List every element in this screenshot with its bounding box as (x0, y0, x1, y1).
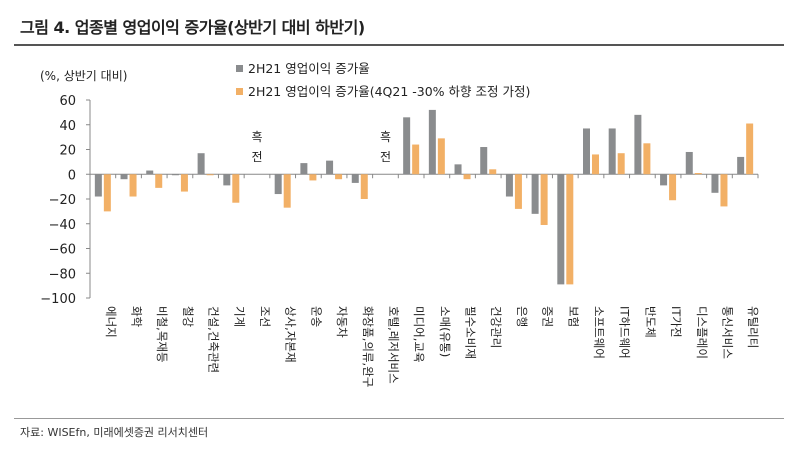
x-tick-label: 에너지 (104, 306, 118, 338)
bar-2 (360, 174, 368, 199)
title-divider (14, 44, 784, 46)
bar-1 (351, 174, 359, 183)
bar-2 (437, 138, 445, 175)
bar-1 (94, 174, 102, 197)
bar-2 (335, 174, 343, 180)
legend-label: 2H21 영업이익 증가율 (248, 61, 370, 76)
annotation-label: 전 (380, 150, 391, 164)
bar-2 (566, 174, 574, 285)
x-tick-label: 필수소비재 (464, 306, 478, 359)
bar-1 (557, 174, 565, 285)
x-tick-label: 기계 (232, 306, 246, 327)
y-tick-label: 60 (59, 94, 76, 109)
bar-1 (197, 153, 205, 175)
x-tick-label: 소매(유통) (438, 306, 452, 357)
annotation-label: 흑 (380, 130, 391, 144)
bar-2 (129, 174, 137, 197)
x-tick-label: 비철,목재등 (155, 306, 169, 363)
bar-2 (540, 174, 548, 225)
bar-1 (403, 117, 411, 175)
bar-1 (120, 174, 128, 180)
bar-1 (634, 114, 642, 175)
x-tick-label: 화학 (130, 306, 144, 328)
bar-2 (617, 153, 625, 175)
x-tick-label: 건강관리 (489, 306, 503, 348)
bar-1 (223, 174, 231, 186)
bar-1 (711, 174, 719, 193)
bar-2 (592, 154, 599, 175)
bar-2 (103, 174, 111, 212)
bar-1 (531, 174, 539, 214)
bar-1 (608, 128, 616, 175)
x-tick-label: 자동차 (335, 306, 349, 338)
y-tick-label: 20 (59, 144, 76, 159)
source-divider (14, 418, 784, 419)
x-tick-label: 조선 (258, 306, 272, 327)
x-tick-label: 화장품,의류,완구 (361, 306, 375, 387)
bar-2 (720, 174, 728, 207)
bar-2 (643, 143, 651, 175)
bar-1 (583, 128, 590, 175)
bar-2 (412, 144, 420, 175)
y-tick-label: 40 (59, 119, 76, 134)
y-tick-label: −60 (49, 243, 76, 258)
bar-2 (694, 173, 702, 175)
bar-2 (155, 174, 163, 188)
y-axis-label: (%, 상반기 대비) (40, 69, 127, 83)
x-tick-label: 은행 (515, 306, 529, 327)
x-tick-label: 호텔,레저서비스 (386, 306, 400, 384)
bar-1 (685, 151, 693, 175)
annotation-label: 전 (251, 150, 262, 164)
x-tick-label: IT하드웨어 (618, 306, 632, 359)
x-tick-label: 철강 (181, 306, 195, 328)
bar-2 (309, 174, 317, 181)
bar-1 (300, 163, 308, 175)
bar-1 (480, 147, 488, 175)
x-tick-label: IT가전 (669, 306, 683, 338)
legend-swatch (236, 65, 243, 72)
x-tick-label: 미디어,교육 (412, 306, 426, 363)
legend-swatch (236, 88, 243, 95)
bar-2 (669, 174, 677, 201)
bar-2 (206, 174, 214, 176)
source-note: 자료: WISEfn, 미래에셋증권 리서치센터 (20, 426, 209, 439)
bar-2 (463, 174, 471, 180)
bar-2 (283, 174, 291, 208)
x-tick-label: 증권 (541, 306, 555, 327)
x-tick-label: 운송 (309, 306, 323, 327)
bar-1 (660, 174, 668, 186)
bar-1 (171, 174, 179, 176)
x-tick-label: 반도체 (643, 306, 657, 338)
bar-2 (180, 174, 188, 192)
bar-2 (232, 174, 240, 203)
x-tick-label: 보험 (566, 306, 580, 327)
bar-1 (454, 164, 462, 175)
bar-1 (146, 170, 154, 175)
y-tick-label: 0 (68, 168, 76, 183)
y-tick-label: −40 (49, 218, 76, 233)
bar-1 (737, 156, 745, 175)
x-tick-label: 유틸리티 (746, 306, 760, 348)
y-tick-label: −20 (49, 193, 76, 208)
x-tick-label: 상사,자본재 (284, 306, 298, 363)
chart-title: 그림 4. 업종별 영업이익 증가율(상반기 대비 하반기) (20, 18, 365, 37)
bar-1 (326, 160, 334, 175)
bar-1 (274, 174, 282, 195)
legend-label: 2H21 영업이익 증가율(4Q21 -30% 하향 조정 가정) (248, 84, 530, 99)
annotation-label: 흑 (251, 130, 262, 144)
x-tick-label: 건설,건축관련 (207, 306, 221, 373)
bar-2 (746, 123, 754, 175)
y-tick-label: −80 (49, 267, 76, 282)
x-tick-label: 디스플레이 (695, 306, 709, 359)
bar-2 (489, 169, 497, 175)
bar-1 (505, 174, 513, 197)
bar-1 (428, 109, 436, 175)
y-tick-label: −100 (40, 292, 76, 307)
x-tick-label: 통신서비스 (720, 306, 734, 359)
x-tick-label: 소프트웨어 (592, 306, 606, 359)
bar-2 (514, 174, 522, 209)
